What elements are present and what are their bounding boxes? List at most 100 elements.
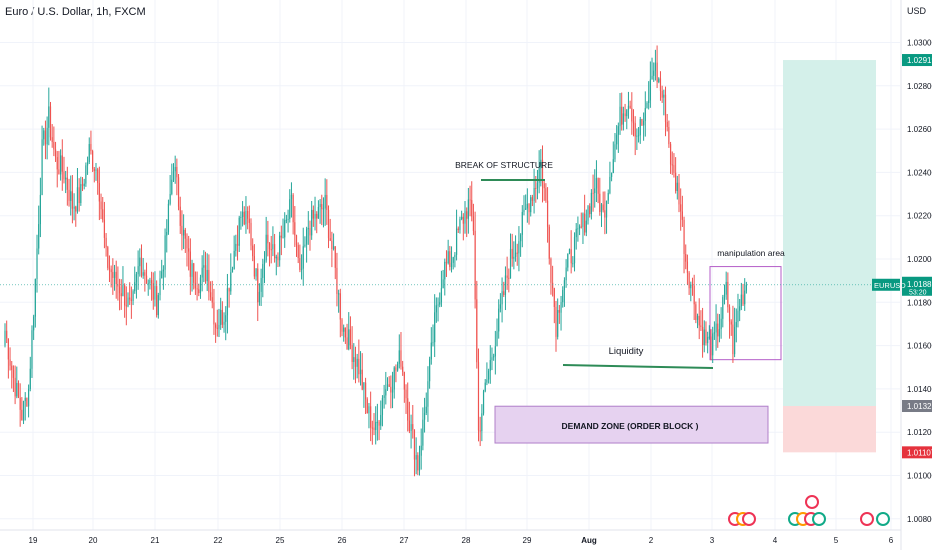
candle-body (442, 279, 444, 289)
candle-body (489, 360, 491, 371)
candle-body (567, 253, 569, 268)
candle-body (194, 282, 197, 289)
candle-body (90, 144, 92, 152)
candle-series (4, 45, 747, 477)
candle-body (578, 226, 581, 229)
candle-body (304, 244, 306, 247)
candle-body (162, 269, 164, 272)
candle-body (395, 367, 397, 371)
candle-body (97, 169, 99, 184)
candle-body (181, 225, 183, 236)
candle-body (183, 229, 185, 236)
candle-body (81, 184, 84, 187)
candle-body (236, 243, 239, 246)
candle-body (147, 283, 149, 285)
candle-body (523, 209, 525, 212)
candle-body (552, 282, 554, 289)
candle-body (516, 252, 518, 254)
candle-body (594, 188, 596, 194)
time-tick-label: 25 (276, 536, 285, 545)
candle-body (58, 169, 60, 175)
candle-body (6, 330, 8, 339)
candle-body (137, 266, 139, 275)
candle-body (358, 358, 360, 375)
liquidity-label: Liquidity (609, 346, 644, 357)
chart-title[interactable]: Euro / U.S. Dollar, 1h, FXCM (5, 6, 146, 18)
candle-body (92, 151, 94, 169)
candle-body (582, 213, 584, 227)
candle-body (44, 130, 47, 145)
candle-body (103, 219, 106, 238)
candle-body (685, 254, 687, 262)
axis-currency[interactable]: USD (907, 6, 927, 16)
liquidity-line[interactable] (562, 364, 714, 369)
candle-body (427, 381, 429, 407)
demand-zone-box[interactable] (494, 405, 769, 444)
economic-event-icon[interactable] (805, 495, 819, 509)
entry-price-tag-bg[interactable] (902, 400, 932, 413)
stop-price-tag-bg[interactable] (902, 446, 932, 459)
candle-body (493, 356, 495, 358)
candle-body (285, 219, 287, 221)
economic-event-icon[interactable] (812, 512, 826, 526)
take-profit-zone[interactable] (783, 60, 876, 407)
candle-body (26, 397, 28, 407)
candle-body (631, 108, 633, 122)
candle-body (402, 366, 404, 372)
price-tick-label: 1.02000 (907, 255, 932, 264)
candle-body (51, 137, 53, 143)
economic-event-icon[interactable] (876, 512, 890, 526)
candle-body (728, 307, 731, 322)
candle-body (405, 389, 407, 399)
candle-body (184, 229, 186, 239)
economic-event-icon[interactable] (860, 512, 874, 526)
stop-loss-zone[interactable] (783, 406, 876, 453)
candle-body (159, 278, 161, 296)
manipulation-area-label: manipulation area (717, 248, 785, 258)
economic-event-icon[interactable] (742, 512, 756, 526)
candle-body (417, 455, 419, 471)
candle-body (420, 445, 422, 456)
candle-body (437, 304, 439, 306)
candle-body (555, 306, 557, 337)
candle-body (132, 291, 134, 301)
candle-body (33, 316, 35, 331)
candle-body (11, 365, 13, 371)
candle-body (509, 248, 512, 279)
candle-body (191, 263, 193, 277)
candle-body (338, 293, 340, 295)
candle-body (386, 384, 389, 390)
candle-body (268, 243, 271, 250)
candle-body (587, 206, 589, 221)
candle-body (701, 326, 704, 346)
candle-body (68, 189, 70, 201)
candle-body (734, 327, 736, 355)
price-tick-label: 1.00800 (907, 515, 932, 524)
candle-body (107, 247, 109, 268)
candle-body (487, 370, 490, 380)
candle-body (742, 294, 744, 305)
candle-body (129, 297, 131, 300)
time-tick-label: Aug (581, 536, 597, 545)
manipulation-area-box[interactable] (709, 266, 782, 361)
demand-zone-label: DEMAND ZONE (ORDER BLOCK ) (562, 421, 699, 431)
candle-body (457, 228, 459, 230)
candle-body (413, 429, 416, 460)
candle-body (644, 108, 646, 121)
candle-body (693, 285, 695, 305)
candle-body (668, 127, 670, 145)
candle-body (150, 280, 153, 284)
candle-body (725, 281, 727, 295)
price-tick-label: 1.03000 (907, 39, 932, 48)
candle-body (223, 321, 225, 325)
candle-body (78, 187, 80, 204)
ticker-tag-bg[interactable] (872, 278, 900, 291)
candle-body (391, 389, 394, 393)
candle-body (568, 249, 571, 254)
target-price-tag-bg[interactable] (902, 54, 932, 67)
candle-body (383, 395, 385, 398)
current-price-tag-bg[interactable] (902, 276, 932, 296)
candle-body (245, 211, 247, 225)
candle-body (171, 179, 173, 194)
